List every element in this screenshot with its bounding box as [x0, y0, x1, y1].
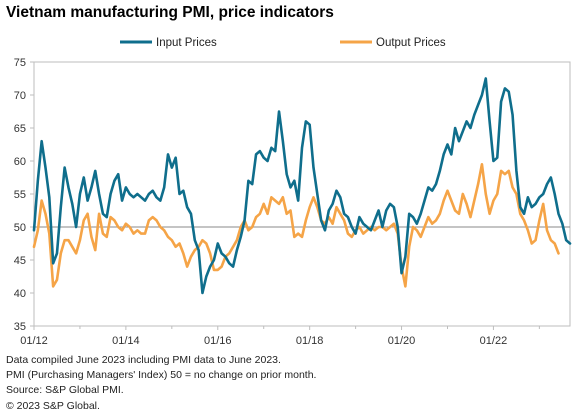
x-tick-label: 01/12 — [20, 335, 48, 345]
footnotes: Data compiled June 2023 including PMI da… — [6, 353, 316, 414]
x-tick-label: 01/22 — [480, 335, 508, 345]
footnote-pmi-definition: PMI (Purchasing Managers' Index) 50 = no… — [6, 369, 317, 382]
legend-label-output-prices: Output Prices — [376, 37, 446, 49]
y-tick-label: 45 — [14, 255, 26, 267]
series-line-input-prices — [32, 77, 572, 295]
footnote-source: Source: S&P Global PMI. — [6, 384, 124, 397]
footnote-copyright: © 2023 S&P Global. — [6, 399, 100, 412]
axes: 35 40 45 50 55 60 65 70 75 01/12 01/14 01/16 01/18 01… — [14, 57, 571, 345]
y-tick-label: 65 — [14, 123, 26, 135]
x-tick-label: 01/20 — [388, 335, 416, 345]
footnote-data-compiled: Data compiled June 2023 including PMI da… — [6, 354, 281, 366]
line-chart: Input Prices Output Prices 35 40 45 50 55 60 65… — [14, 37, 572, 345]
x-tick-label: 01/18 — [296, 335, 324, 345]
y-tick-label: 35 — [14, 321, 26, 333]
y-tick-label: 55 — [14, 189, 26, 201]
y-tick-label: 50 — [14, 222, 26, 234]
legend: Input Prices Output Prices — [120, 37, 446, 49]
plot-frame — [33, 61, 571, 327]
plot-area — [32, 77, 572, 295]
x-tick-label: 01/16 — [204, 335, 232, 345]
y-tick-label: 40 — [14, 288, 26, 300]
chart-title: Vietnam manufacturing PMI, price indicat… — [6, 4, 334, 21]
series-line-output-prices — [32, 163, 560, 288]
y-tick-label: 75 — [14, 57, 26, 69]
x-tick-label: 01/14 — [112, 335, 140, 345]
y-tick-label: 60 — [14, 156, 26, 168]
y-tick-label: 70 — [14, 90, 26, 102]
legend-label-input-prices: Input Prices — [156, 37, 217, 49]
